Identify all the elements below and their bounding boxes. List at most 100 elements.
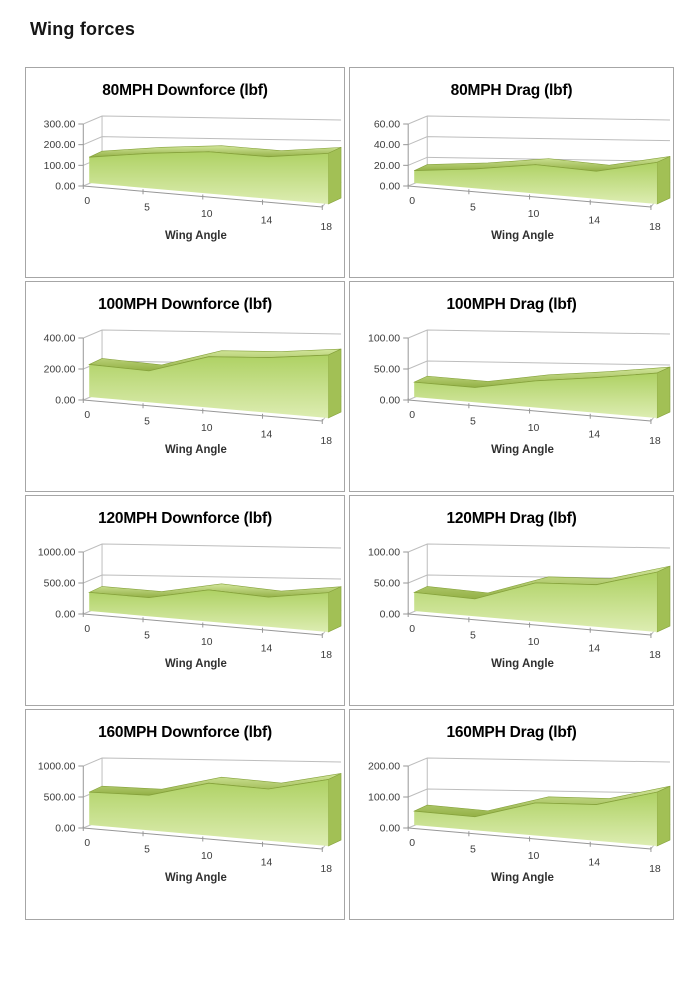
series-area <box>89 589 329 632</box>
series-top-edge <box>414 571 658 600</box>
chart-panel-160mph-drag: 160MPH Drag (lbf) 0.00 100.00 200.00 0 5 10 14… <box>349 709 674 920</box>
series-side-face <box>656 565 671 633</box>
page-title: Wing forces <box>30 19 136 39</box>
x-axis-ticks <box>82 612 323 638</box>
x-tick-label: 18 <box>649 863 661 875</box>
x-axis-title: Wing Angle <box>165 230 227 242</box>
series-side-face <box>327 773 342 847</box>
y-tick-label: 60.00 <box>374 119 400 131</box>
x-tick-label: 10 <box>528 422 540 434</box>
x-axis-title: Wing Angle <box>491 872 554 884</box>
y-tick-label: 1000.00 <box>38 761 76 772</box>
series-top-edge <box>89 779 329 796</box>
y-axis-labels: 0.00 500.00 1000.00 <box>38 547 76 620</box>
chart-title: 80MPH Drag (lbf) <box>450 82 573 99</box>
series-side-face <box>327 146 342 205</box>
series-side-face <box>656 785 671 847</box>
x-axis-title: Wing Angle <box>491 230 554 242</box>
y-axis-labels: 0.00 100.00 200.00 <box>368 761 400 835</box>
chart-title: 80MPH Downforce (lbf) <box>102 82 268 99</box>
y-axis-labels: 0.00 50.00 100.00 <box>368 547 400 621</box>
gridline <box>407 360 670 370</box>
x-tick-label: 10 <box>201 851 213 862</box>
y-tick-label: 500.00 <box>44 792 76 803</box>
chart-title: 120MPH Downforce (lbf) <box>98 510 272 527</box>
series-area <box>414 162 657 204</box>
y-axis-labels: 0.00 100.00 200.00 300.00 <box>44 119 76 192</box>
x-axis-ticks <box>407 398 652 424</box>
x-tick-label: 18 <box>320 222 332 233</box>
y-axis-ticks <box>403 551 409 615</box>
x-tick-label: 10 <box>201 637 213 648</box>
charts-grid: 80MPH Downforce (lbf) 0.00 100.00 200.00 30… <box>25 67 698 920</box>
x-tick-label: 10 <box>201 209 213 220</box>
x-axis-title: Wing Angle <box>165 444 227 456</box>
chart-title: 160MPH Drag (lbf) <box>446 724 577 741</box>
x-tick-label: 5 <box>144 202 150 213</box>
series-top-edge <box>414 162 658 172</box>
gridline <box>83 329 342 339</box>
x-tick-label: 5 <box>470 416 476 428</box>
chart-title: 100MPH Downforce (lbf) <box>98 296 272 313</box>
x-tick-label: 0 <box>409 623 415 635</box>
x-axis-title: Wing Angle <box>491 658 554 670</box>
series-area <box>89 355 329 418</box>
x-tick-label: 5 <box>470 844 476 856</box>
y-tick-label: 0.00 <box>380 395 401 407</box>
x-tick-label: 5 <box>144 630 150 641</box>
y-axis-ticks <box>78 765 84 829</box>
x-axis-title: Wing Angle <box>165 658 227 670</box>
area-chart-svg: 0.00 100.00 200.00 300.00 0 5 10 14 18 Wing Angle <box>44 115 342 242</box>
y-axis-labels: 0.00 200.00 400.00 <box>44 333 76 406</box>
y-tick-label: 500.00 <box>44 578 76 589</box>
y-tick-label: 200.00 <box>44 364 76 375</box>
x-axis-labels: 0 5 10 14 18 <box>84 410 332 447</box>
x-tick-label: 5 <box>470 202 476 214</box>
y-axis-ticks <box>78 123 84 187</box>
x-axis-ticks <box>82 826 323 852</box>
y-tick-label: 1000.00 <box>38 547 76 558</box>
area-chart-svg: 0.00 50.00 100.00 0 5 10 14 18 Wing Angle <box>368 543 671 670</box>
x-axis-labels: 0 5 10 14 18 <box>84 196 332 233</box>
y-tick-label: 200.00 <box>368 761 400 773</box>
series-side-face <box>656 366 671 419</box>
x-tick-label: 5 <box>144 416 150 427</box>
y-axis-labels: 0.00 20.00 40.00 60.00 <box>374 119 400 193</box>
x-axis-labels: 0 5 10 14 18 <box>84 624 332 661</box>
x-axis-title: Wing Angle <box>491 444 554 456</box>
y-tick-label: 100.00 <box>368 547 400 559</box>
y-tick-label: 100.00 <box>368 333 400 345</box>
x-tick-label: 14 <box>261 215 273 226</box>
gridline <box>407 136 670 146</box>
x-axis-labels: 0 5 10 14 18 <box>409 837 661 875</box>
x-tick-label: 0 <box>84 838 90 849</box>
chart-panel-160mph-downforce: 160MPH Downforce (lbf) 0.00 500.00 1000.00… <box>25 709 345 920</box>
y-tick-label: 100.00 <box>44 161 76 172</box>
x-tick-label: 10 <box>201 423 213 434</box>
area-chart-svg: 0.00 20.00 40.00 60.00 0 5 10 14 18 Wing Angle <box>374 115 671 242</box>
x-axis-labels: 0 5 10 14 18 <box>409 409 661 447</box>
chart-title: 160MPH Downforce (lbf) <box>98 724 272 741</box>
x-axis-ticks <box>82 398 323 424</box>
series-top-edge <box>414 372 657 388</box>
y-axis-ticks <box>403 337 409 401</box>
x-tick-label: 14 <box>261 429 273 440</box>
gridline <box>407 757 670 767</box>
chart-panel-100mph-downforce: 100MPH Downforce (lbf) 0.00 200.00 400.00 0… <box>25 281 345 492</box>
y-axis-ticks <box>78 551 84 615</box>
x-axis-ticks <box>407 184 652 210</box>
x-axis-labels: 0 5 10 14 18 <box>409 195 661 233</box>
chart-title: 120MPH Drag (lbf) <box>446 510 577 527</box>
x-tick-label: 0 <box>84 410 90 421</box>
x-axis-title: Wing Angle <box>165 872 227 884</box>
gridline <box>83 757 342 767</box>
series-area <box>414 373 657 418</box>
x-tick-label: 14 <box>261 857 273 868</box>
chart-panel-120mph-downforce: 120MPH Downforce (lbf) 0.00 500.00 1000.00… <box>25 495 345 706</box>
y-axis-labels: 0.00 500.00 1000.00 <box>38 761 76 834</box>
chart-panel-80mph-downforce: 80MPH Downforce (lbf) 0.00 100.00 200.00 30… <box>25 67 345 278</box>
area-chart-svg: 0.00 200.00 400.00 0 5 10 14 18 Wing Angle <box>44 329 342 456</box>
y-tick-label: 50.00 <box>374 364 400 376</box>
y-tick-label: 0.00 <box>55 395 75 406</box>
x-axis-labels: 0 5 10 14 18 <box>409 623 661 661</box>
